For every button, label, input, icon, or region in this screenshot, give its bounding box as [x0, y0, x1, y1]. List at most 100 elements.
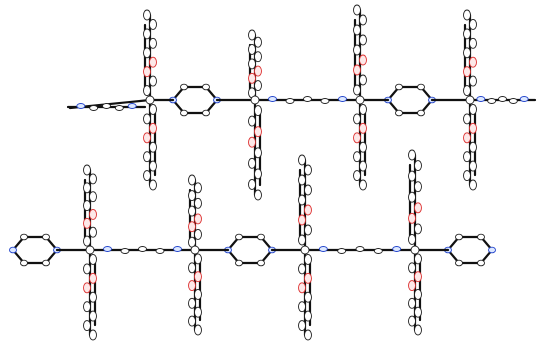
atom [174, 247, 182, 252]
atom [409, 150, 416, 160]
atom [409, 213, 416, 223]
atom [305, 185, 312, 195]
atom [356, 96, 364, 104]
atom [415, 307, 422, 317]
atom [488, 99, 496, 104]
atom [84, 302, 91, 312]
atom [195, 183, 202, 193]
atom [195, 272, 202, 282]
atom [90, 192, 97, 202]
atom [195, 307, 202, 317]
atom [144, 10, 151, 20]
atom [43, 234, 50, 240]
atom [181, 110, 188, 116]
atom [409, 234, 416, 244]
atom [90, 273, 97, 283]
atom [189, 263, 196, 273]
background [0, 0, 541, 347]
atom [354, 133, 361, 143]
atom [466, 96, 474, 104]
atom [84, 264, 91, 274]
atom [415, 254, 422, 264]
atom [409, 316, 416, 326]
atom [258, 260, 265, 266]
atom [191, 246, 199, 254]
atom [305, 165, 312, 175]
atom [189, 222, 196, 232]
atom [409, 281, 416, 291]
atom [520, 97, 528, 102]
atom [84, 321, 91, 331]
atom [195, 214, 202, 224]
atom [84, 236, 91, 246]
atom [393, 247, 401, 252]
atom [415, 289, 422, 299]
atom [203, 84, 210, 90]
atom [299, 235, 306, 245]
atom [150, 161, 157, 171]
atom [258, 234, 265, 240]
atom [249, 137, 256, 147]
atom [470, 180, 477, 190]
atom [360, 35, 367, 45]
atom [90, 330, 97, 340]
atom [456, 234, 463, 240]
atom [144, 171, 151, 181]
atom [236, 260, 243, 266]
atom [415, 224, 422, 234]
atom [90, 209, 97, 219]
atom [354, 114, 361, 124]
atom [84, 201, 91, 211]
atom [360, 180, 367, 190]
atom [144, 152, 151, 162]
atom [415, 203, 422, 213]
atom [189, 281, 196, 291]
atom [90, 254, 97, 264]
atom [464, 48, 471, 58]
atom [354, 152, 361, 162]
atom [144, 29, 151, 39]
atom [396, 110, 403, 116]
atom [464, 67, 471, 77]
atom [144, 86, 151, 96]
atom [146, 96, 154, 104]
atom [470, 123, 477, 133]
atom [456, 260, 463, 266]
atom [103, 104, 111, 109]
atom [77, 104, 85, 109]
atom [249, 179, 256, 189]
atom [86, 246, 94, 254]
atom [203, 110, 210, 116]
atom [464, 171, 471, 181]
atom [305, 311, 312, 321]
atom [360, 123, 367, 133]
atom [150, 104, 157, 114]
atom [249, 59, 256, 69]
atom [181, 84, 188, 90]
atom [470, 57, 477, 67]
atom [354, 45, 361, 55]
atom [409, 171, 416, 181]
atom [477, 97, 485, 102]
atom [464, 10, 471, 20]
atom [150, 142, 157, 152]
atom [415, 161, 422, 171]
atom [470, 38, 477, 48]
atom [84, 283, 91, 293]
atom [299, 302, 306, 312]
atom [489, 247, 496, 253]
atom [305, 292, 312, 302]
atom [354, 171, 361, 181]
atom [418, 84, 425, 90]
atom [354, 25, 361, 35]
atom [249, 30, 256, 40]
atom [195, 229, 202, 239]
atom [121, 249, 129, 254]
atom [354, 65, 361, 75]
atom [305, 273, 312, 283]
atom [305, 205, 312, 215]
atom [360, 142, 367, 152]
atom [255, 127, 262, 137]
atom [470, 76, 477, 86]
atom [249, 158, 256, 168]
